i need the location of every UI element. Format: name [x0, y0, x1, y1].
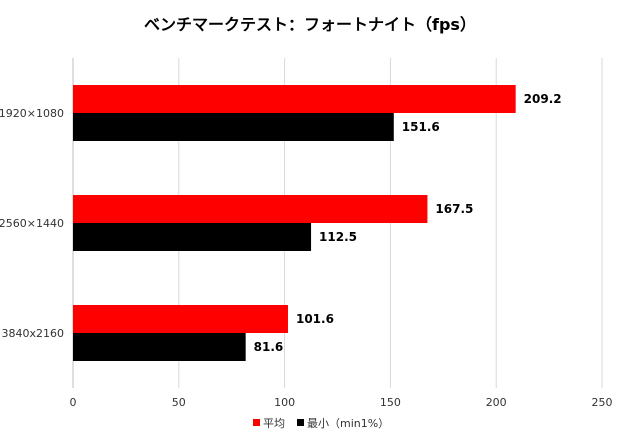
bar [73, 305, 288, 333]
category-label: 3840x2160 [2, 327, 65, 340]
legend: 平均 最小（min1%） [253, 417, 389, 430]
x-tick-label: 150 [380, 396, 401, 409]
x-tick-label: 250 [592, 396, 613, 409]
data-labels: 209.2 151.6 167.5 112.5 101.6 81.6 [254, 92, 562, 354]
x-tick-label: 100 [274, 396, 295, 409]
data-label: 209.2 [524, 92, 562, 106]
x-axis-ticks: 0 50 100 150 200 250 [70, 396, 613, 409]
y-axis-categories: 1920×1080 2560×1440 3840x2160 [0, 107, 64, 340]
data-label: 81.6 [254, 340, 284, 354]
bar [73, 333, 246, 361]
legend-swatch [297, 419, 304, 426]
legend-label: 平均 [263, 417, 285, 430]
data-label: 167.5 [435, 202, 473, 216]
data-label: 112.5 [319, 230, 357, 244]
data-label: 101.6 [296, 312, 334, 326]
legend-swatch [253, 419, 260, 426]
category-label: 2560×1440 [0, 217, 64, 230]
x-tick-label: 0 [70, 396, 77, 409]
chart-title: ベンチマークテスト：フォートナイト（fps） [144, 15, 476, 34]
bar [73, 195, 428, 223]
category-label: 1920×1080 [0, 107, 64, 120]
data-label: 151.6 [402, 120, 440, 134]
bar [73, 113, 394, 141]
legend-label: 最小（min1%） [307, 417, 389, 430]
bar [73, 223, 312, 251]
x-tick-label: 200 [486, 396, 507, 409]
x-tick-label: 50 [172, 396, 186, 409]
bar [73, 85, 516, 113]
bars [73, 85, 516, 361]
